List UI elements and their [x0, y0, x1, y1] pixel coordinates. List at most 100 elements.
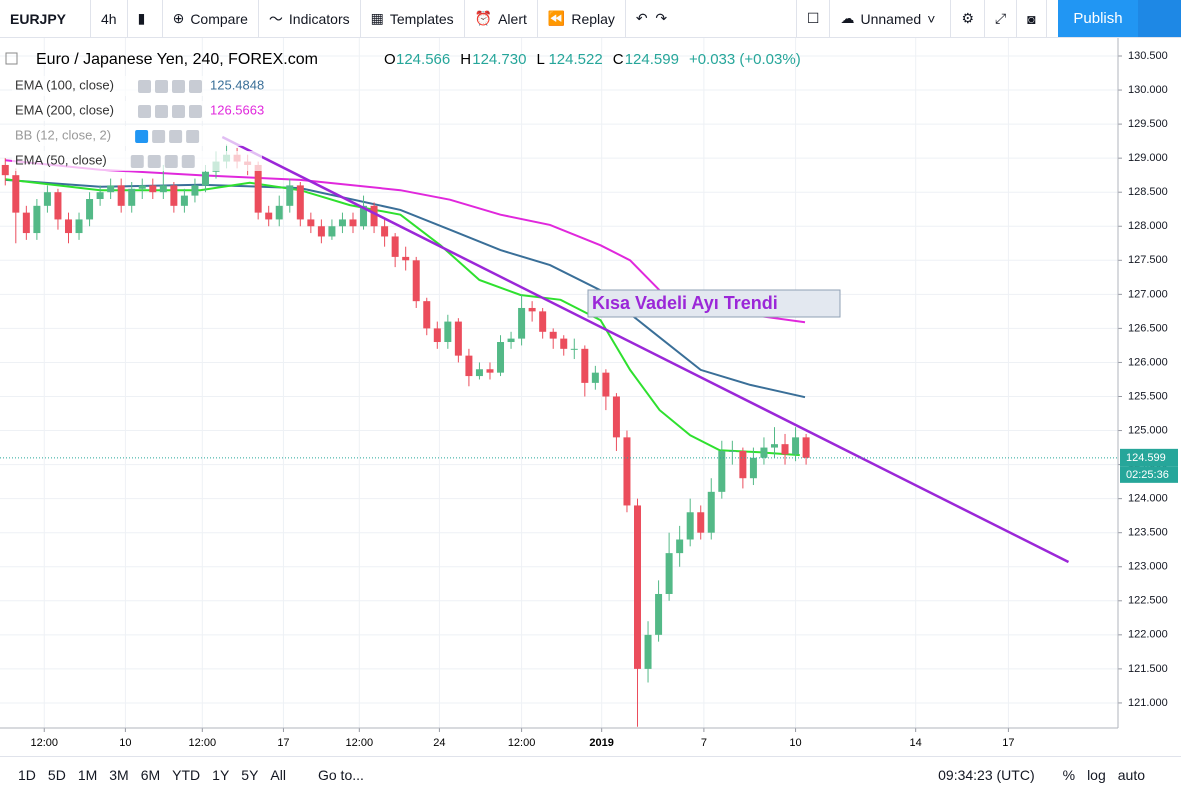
candle-body	[107, 185, 115, 193]
candle-body	[12, 175, 20, 213]
option[interactable]: %	[1062, 766, 1076, 783]
y-tick-label: 126.500	[1128, 322, 1168, 334]
last-price-box	[1120, 448, 1178, 467]
layout[interactable]: ☁ Unnamed ˅	[830, 0, 952, 38]
candle-body	[686, 512, 694, 540]
option[interactable]: auto	[1117, 766, 1145, 783]
candle-body	[149, 185, 157, 193]
indicators[interactable]: 〜 Indicators	[259, 0, 361, 38]
candle-body	[317, 226, 325, 237]
chart: 121.000 121.500 122.000 122.500 123.000 123.5…	[0, 38, 1181, 756]
candle-body	[623, 437, 631, 506]
compare[interactable]: ⊕ Compare	[163, 0, 259, 38]
candle-body	[381, 226, 389, 237]
candle-body	[412, 260, 420, 302]
snapshot[interactable]: ◙	[1017, 0, 1047, 38]
fullscreen-box[interactable]: ☐	[797, 0, 831, 38]
trend-line	[221, 135, 1070, 564]
range[interactable]: 5Y	[241, 766, 259, 783]
range[interactable]: 1Y	[212, 766, 230, 783]
candle-body	[497, 342, 505, 373]
publish-button[interactable]: Publish	[1058, 0, 1138, 37]
candle-body	[486, 369, 494, 373]
symbol[interactable]: EURJPY	[0, 0, 91, 38]
candle-body	[581, 348, 589, 383]
candle-body	[749, 457, 757, 479]
range[interactable]: 1D	[18, 766, 36, 783]
y-tick-label: 122.000	[1128, 629, 1168, 641]
indicator-name: EMA (200, close)	[15, 102, 114, 117]
candle-body	[22, 212, 30, 234]
indicator-name: EMA (50, close)	[15, 152, 107, 167]
range[interactable]: 5D	[47, 766, 66, 783]
indicator-button	[138, 80, 151, 93]
indicator-button	[152, 130, 166, 143]
candle-body	[117, 185, 125, 206]
ohlc-key: H	[460, 51, 471, 68]
candle-body	[54, 192, 62, 220]
range[interactable]: YTD	[172, 766, 201, 783]
indicator-button	[172, 80, 185, 93]
label: Compare	[190, 10, 248, 27]
range[interactable]: 1M	[77, 766, 98, 783]
range[interactable]: 3M	[109, 766, 129, 783]
candle-body	[718, 450, 726, 492]
play-button[interactable]	[1138, 0, 1181, 37]
ohlc-value: 124.566	[396, 51, 450, 68]
ohlc-key: C	[613, 51, 624, 68]
candle-body	[570, 348, 578, 350]
goto[interactable]: Go to...	[317, 766, 364, 783]
candle-body	[349, 219, 357, 227]
x-tick-label: 2019	[589, 737, 613, 749]
annotation: Kısa Vadeli Ayı Trendi	[592, 293, 778, 313]
indicator-button	[189, 105, 202, 118]
range[interactable]: 6M	[140, 766, 161, 783]
indicator-button	[189, 80, 202, 93]
candle-body	[697, 512, 705, 533]
candle-body	[612, 396, 620, 438]
y-tick-label: 128.500	[1128, 186, 1168, 198]
candle-body	[338, 219, 346, 227]
ohlc-value: 124.522	[548, 51, 602, 68]
ema-line	[5, 178, 806, 399]
candle-body	[655, 593, 663, 635]
label: Unnamed	[860, 10, 922, 27]
y-tick-label: 125.500	[1128, 390, 1168, 402]
candle-body	[286, 185, 294, 206]
indicator-button	[147, 155, 161, 168]
x-tick-label: 10	[789, 737, 801, 749]
collapse-box	[5, 52, 18, 65]
y-tick-label: 127.500	[1128, 254, 1168, 266]
candle-body	[591, 372, 599, 383]
candle-body	[792, 437, 800, 455]
candle-body	[391, 236, 399, 257]
label: Replay	[571, 10, 615, 27]
y-tick-label: 124.000	[1128, 493, 1168, 505]
ohlc-value: 124.730	[472, 51, 526, 68]
ema-line	[5, 178, 800, 457]
indicator-button	[155, 105, 168, 118]
templates[interactable]: ▦ Templates	[361, 0, 465, 38]
range[interactable]: All	[270, 766, 286, 783]
candle-body	[254, 164, 262, 213]
bar-style[interactable]: ▮	[128, 0, 163, 38]
interval[interactable]: 4h	[91, 0, 128, 38]
x-tick-label: 12:00	[30, 737, 58, 749]
last-price-label: 124.599	[1126, 452, 1166, 464]
undo-redo[interactable]: ↶ ↷	[626, 0, 797, 38]
expand[interactable]: ⤢	[985, 0, 1018, 38]
replay[interactable]: ⏪ Replay	[538, 0, 626, 38]
option[interactable]: log	[1087, 766, 1106, 783]
label: Indicators	[288, 10, 350, 27]
indicator-button	[155, 80, 168, 93]
candle-body	[265, 212, 273, 220]
candle-body	[75, 219, 83, 234]
candle-body	[370, 205, 378, 227]
change: +0.033 (+0.03%)	[689, 51, 801, 68]
x-tick-label: 12:00	[189, 737, 217, 749]
x-tick-label: 12:00	[346, 737, 374, 749]
candle-body	[634, 505, 642, 669]
alert[interactable]: ⏰ Alert	[465, 0, 538, 38]
ohlc-value: 124.599	[625, 51, 679, 68]
settings[interactable]: ⚙	[951, 0, 986, 38]
